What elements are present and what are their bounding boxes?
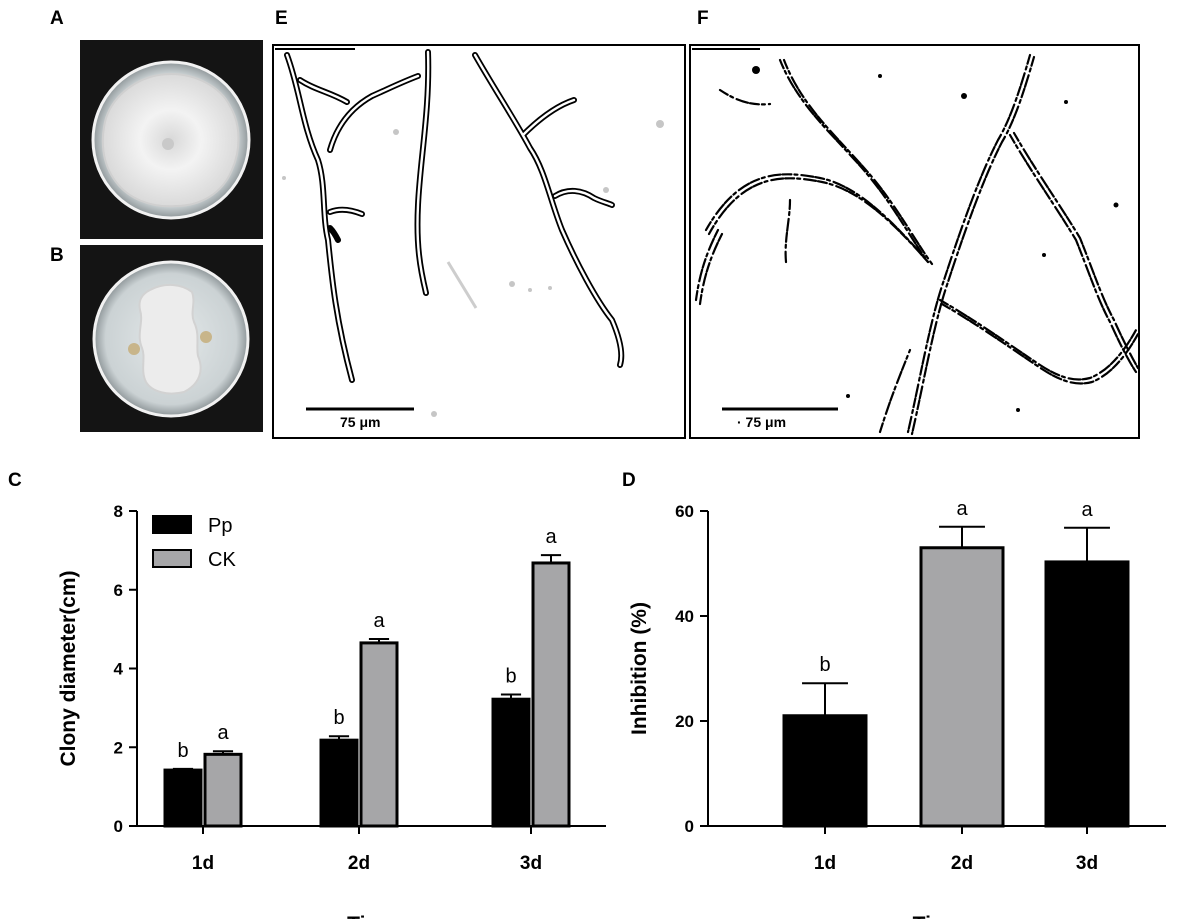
panel-b-plate-photo — [80, 245, 263, 432]
chart-c-legend-label-ck: CK — [208, 549, 236, 571]
chart-c-bar-ck-letter: a — [373, 610, 385, 632]
panel-e-micrograph: 75 μm — [272, 44, 686, 439]
chart-c-bar-ck-letter: a — [545, 526, 557, 548]
chart-c-y-tick-label: 2 — [114, 738, 123, 757]
chart-c-bar-pp-letter: b — [177, 740, 188, 762]
chart-d-bar-1d-letter: b — [819, 654, 830, 676]
debris-f — [752, 66, 1119, 412]
chart-c-y-tick-label: 8 — [114, 502, 123, 521]
chart-c-bar-pp — [163, 768, 203, 828]
chart-c-y-tick-label: 6 — [114, 581, 123, 600]
chart-c-bar-pp — [319, 738, 359, 828]
chart-c-x-tick-label: 3d — [520, 853, 542, 874]
chart-c-bar-ck — [359, 641, 399, 828]
chart-c-bar-pp-letter: b — [333, 707, 344, 729]
debris — [282, 120, 664, 417]
scale-bar-label-f: · 75 μm — [737, 414, 786, 430]
panel-label-b: B — [50, 245, 64, 266]
chart-d-y-tick-label: 60 — [675, 502, 694, 521]
chart-d-x-tick-label: 1d — [814, 853, 836, 874]
chart-c-y-axis-title: Clony diameter(cm) — [57, 570, 80, 766]
panel-f-micrograph: · 75 μm — [689, 44, 1140, 439]
chart-d-x-tick-label: 3d — [1076, 853, 1098, 874]
chart-d-x-axis-title: Time — [913, 913, 962, 919]
chart-c-bar-ck — [531, 561, 571, 828]
chart-c-legend-label-pp: Pp — [208, 515, 232, 537]
chart-d-bar-2d-letter: a — [956, 498, 968, 520]
chart-c-bar-ck — [203, 752, 243, 828]
chart-d-y-tick-label: 0 — [685, 817, 694, 836]
chart-d-x-tick-label: 2d — [951, 853, 973, 874]
chart-c-bar-pp — [491, 697, 531, 828]
panel-a-plate-photo — [80, 40, 263, 239]
chart-c-y-tick-label: 4 — [114, 660, 124, 679]
panel-label-a: A — [50, 8, 64, 29]
panel-label-f: F — [697, 8, 709, 29]
chart-d-bar-3d-letter: a — [1081, 499, 1093, 521]
panel-label-c: C — [8, 470, 22, 491]
chart-c-legend-swatch-pp — [152, 515, 192, 534]
chart-d-y-axis-title: Inhibition (%) — [628, 602, 651, 735]
scale-bar-label-e: 75 μm — [340, 414, 380, 430]
chart-c-bar-pp-letter: b — [505, 665, 516, 687]
panel-label-d: D — [622, 470, 636, 491]
chart-colony-diameter: 0 2 4 6 8 Time Clony diameter(cm) b a 1d b a 2d b a 3d P… — [57, 502, 606, 919]
panel-label-e: E — [275, 8, 288, 29]
chart-d-bar-2d — [919, 546, 1005, 828]
chart-c-legend-swatch-ck — [152, 549, 192, 568]
chart-d-y-tick-label: 20 — [675, 712, 694, 731]
chart-c-y-tick-label: 0 — [114, 817, 123, 836]
chart-c-x-tick-label: 2d — [348, 853, 370, 874]
chart-c-x-axis-title: Time — [347, 913, 396, 919]
hyphae-damaged — [694, 53, 1140, 436]
chart-d-y-tick-label: 40 — [675, 607, 694, 626]
chart-c-x-tick-label: 1d — [192, 853, 214, 874]
chart-inhibition: 0 20 40 60 Time Inhibition (%) b 1d a 2d a 3d — [628, 498, 1166, 919]
chart-d-bar-3d — [1044, 560, 1130, 828]
chart-d-bar-1d — [782, 714, 868, 828]
chart-c-bar-ck-letter: a — [217, 722, 229, 744]
